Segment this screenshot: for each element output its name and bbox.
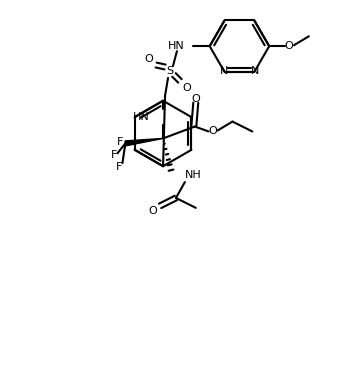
- Text: F: F: [117, 138, 123, 147]
- Text: N: N: [219, 66, 228, 76]
- Text: N: N: [251, 66, 260, 76]
- Text: S: S: [166, 66, 174, 76]
- Text: HN: HN: [168, 41, 185, 51]
- Text: O: O: [149, 206, 158, 216]
- Text: NH: NH: [185, 170, 202, 180]
- Text: O: O: [191, 94, 200, 104]
- Text: O: O: [182, 83, 191, 93]
- Text: F: F: [111, 150, 117, 160]
- Text: O: O: [145, 54, 153, 64]
- Text: HN: HN: [132, 112, 149, 122]
- Text: O: O: [208, 127, 217, 136]
- Text: F: F: [116, 162, 122, 172]
- Text: O: O: [285, 41, 293, 51]
- Polygon shape: [125, 138, 163, 146]
